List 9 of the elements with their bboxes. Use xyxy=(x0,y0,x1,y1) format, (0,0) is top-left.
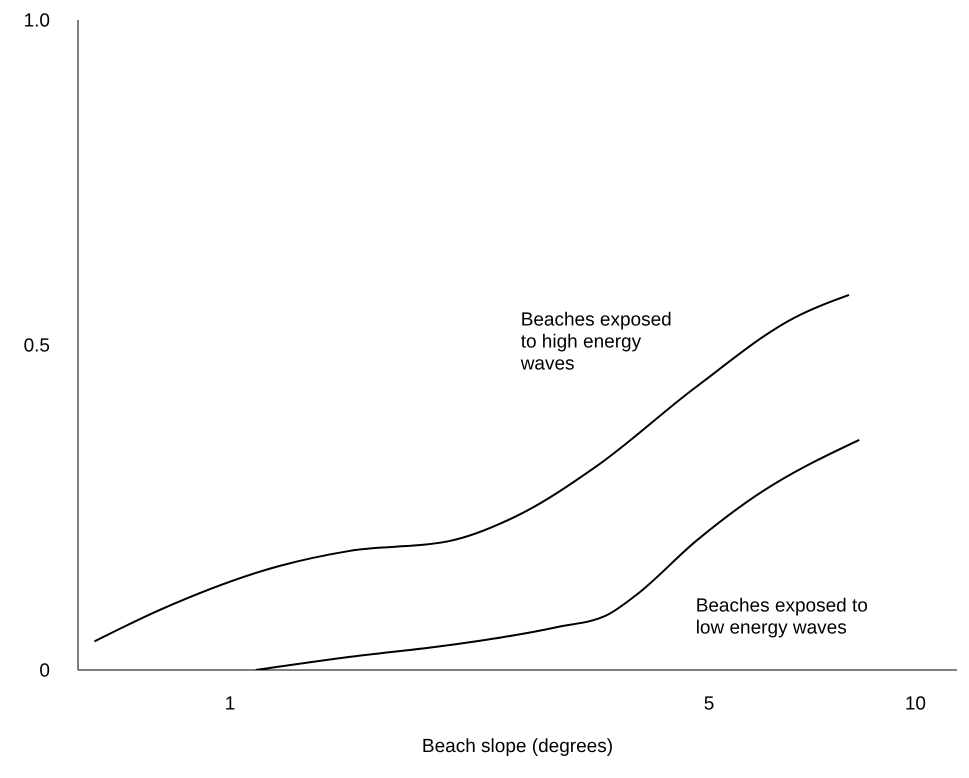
series-label: Beaches exposed to high energy waves xyxy=(520,309,672,374)
x-tick-label: 10 xyxy=(904,693,926,714)
y-tick-label: 0 xyxy=(39,660,50,682)
y-tick-label: 1.0 xyxy=(24,10,50,32)
x-tick-label: 5 xyxy=(704,693,714,714)
y-tick-label: 0.5 xyxy=(24,336,50,357)
text: Beaches exposed to low energy waves xyxy=(696,595,868,638)
x-axis-title: Beach slope (degrees) xyxy=(422,736,614,757)
x-tick-label: 1 xyxy=(224,693,236,714)
